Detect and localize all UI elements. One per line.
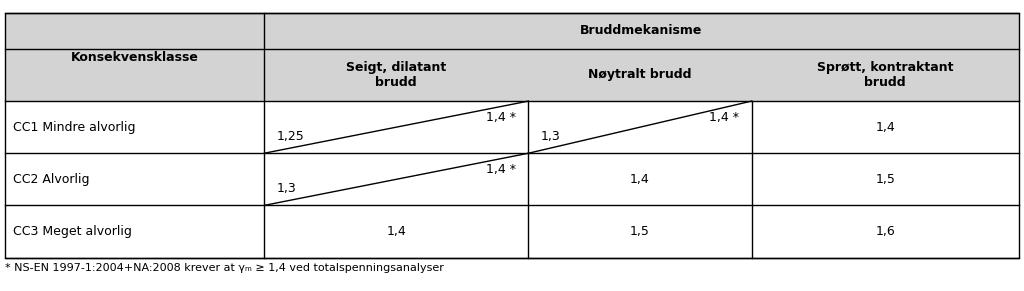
Text: CC2 Alvorlig: CC2 Alvorlig (13, 173, 90, 186)
Bar (5, 101, 1019, 153)
Text: 1,5: 1,5 (876, 173, 895, 186)
Text: 1,5: 1,5 (630, 225, 650, 238)
Text: * NS-EN 1997-1:2004+NA:2008 krever at γₘ ≥ 1,4 ved totalspenningsanalyser: * NS-EN 1997-1:2004+NA:2008 krever at γₘ… (5, 263, 444, 273)
Text: 1,4 *: 1,4 * (486, 111, 516, 124)
Text: 1,4 *: 1,4 * (710, 111, 739, 124)
Text: 1,4: 1,4 (386, 225, 407, 238)
Text: Konsekvensklasse: Konsekvensklasse (71, 51, 199, 64)
Text: 1,3: 1,3 (541, 130, 560, 143)
Text: CC3 Meget alvorlig: CC3 Meget alvorlig (13, 225, 132, 238)
Text: 1,6: 1,6 (876, 225, 895, 238)
Text: CC1 Mindre alvorlig: CC1 Mindre alvorlig (13, 121, 136, 134)
Bar (5, 13, 1019, 258)
Text: 1,4 *: 1,4 * (486, 164, 516, 176)
Bar (5, 153, 1019, 205)
Text: 1,3: 1,3 (276, 182, 296, 195)
Text: 1,4: 1,4 (630, 173, 650, 186)
Text: 1,25: 1,25 (276, 130, 304, 143)
Text: Nøytralt brudd: Nøytralt brudd (588, 68, 692, 81)
Text: Sprøtt, kontraktant
brudd: Sprøtt, kontraktant brudd (817, 61, 953, 89)
Bar (5, 13, 264, 101)
Text: 1,4: 1,4 (876, 121, 895, 134)
Text: Bruddmekanisme: Bruddmekanisme (581, 24, 702, 37)
Bar (264, 49, 1019, 101)
Bar (264, 13, 1019, 49)
Text: Seigt, dilatant
brudd: Seigt, dilatant brudd (346, 61, 446, 89)
Bar (5, 205, 1019, 258)
